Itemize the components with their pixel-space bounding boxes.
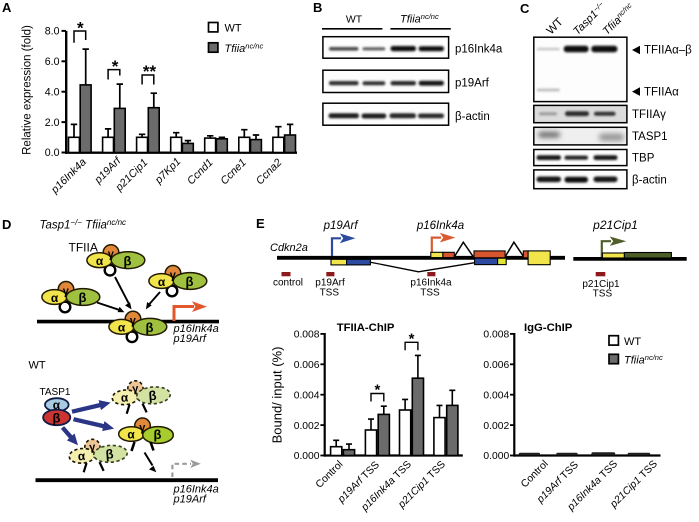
svg-text:p19Arf: p19Arf <box>323 220 360 232</box>
svg-text:TFIIAα: TFIIAα <box>644 86 679 98</box>
svg-text:TFIIA-ChIP: TFIIA-ChIP <box>337 322 395 334</box>
svg-text:TBP: TBP <box>632 153 655 165</box>
svg-text:α: α <box>53 398 61 412</box>
svg-text:p16Ink4a: p16Ink4a <box>455 44 503 56</box>
svg-text:6.0: 6.0 <box>45 56 60 68</box>
svg-text:TSS: TSS <box>320 288 340 299</box>
svg-text:TSS: TSS <box>593 289 613 300</box>
svg-text:0.000: 0.000 <box>483 451 509 462</box>
svg-text:8.0: 8.0 <box>45 26 60 38</box>
svg-text:p16Ink4a: p16Ink4a <box>410 278 452 289</box>
svg-text:β: β <box>53 410 61 425</box>
svg-text:*: * <box>112 57 119 76</box>
svg-text:2.0: 2.0 <box>45 117 60 129</box>
svg-text:Cdkn2a: Cdkn2a <box>270 242 308 254</box>
svg-text:TFIIAα–β: TFIIAα–β <box>644 45 692 57</box>
svg-text:p19Arf: p19Arf <box>173 493 207 505</box>
svg-text:WT: WT <box>346 14 363 26</box>
svg-text:Relative expression (fold): Relative expression (fold) <box>22 25 34 155</box>
svg-text:p19Arf: p19Arf <box>455 77 490 89</box>
svg-text:A: A <box>2 0 12 15</box>
svg-text:IgG-ChIP: IgG-ChIP <box>524 322 573 334</box>
svg-text:0.004: 0.004 <box>294 390 320 401</box>
svg-text:0.004: 0.004 <box>483 390 509 401</box>
svg-text:0.002: 0.002 <box>294 421 320 432</box>
svg-text:control: control <box>273 278 303 289</box>
svg-text:**: ** <box>143 62 157 81</box>
svg-text:TSS: TSS <box>420 288 440 299</box>
svg-text:TFIIAγ: TFIIAγ <box>632 109 666 121</box>
svg-text:*: * <box>77 18 84 37</box>
svg-text:p21Cip1: p21Cip1 <box>582 279 620 290</box>
svg-text:*: * <box>409 331 415 348</box>
svg-text:0.008: 0.008 <box>294 330 320 341</box>
svg-text:p19Arf: p19Arf <box>315 278 345 289</box>
svg-text:0.002: 0.002 <box>483 421 509 432</box>
svg-text:E: E <box>256 216 265 231</box>
svg-text:TASP1: TASP1 <box>40 387 71 398</box>
svg-text:C: C <box>520 1 530 16</box>
svg-text:Bound/ input (%): Bound/ input (%) <box>270 347 285 444</box>
svg-text:0.0: 0.0 <box>45 147 60 159</box>
svg-text:D: D <box>2 217 11 232</box>
svg-text:WT: WT <box>225 23 242 35</box>
svg-text:*: * <box>374 382 380 399</box>
svg-text:p16Ink4a: p16Ink4a <box>173 323 219 335</box>
svg-text:WT: WT <box>29 360 46 372</box>
svg-text:TASP1: TASP1 <box>632 131 668 143</box>
svg-text:TFIIA: TFIIA <box>69 241 98 255</box>
svg-text:p16Ink4a: p16Ink4a <box>173 484 219 496</box>
svg-text:p19Arf: p19Arf <box>173 333 207 345</box>
svg-text:0.000: 0.000 <box>294 451 320 462</box>
svg-text:β-actin: β-actin <box>632 174 667 186</box>
svg-text:4.0: 4.0 <box>45 86 60 98</box>
svg-text:p21Cip1: p21Cip1 <box>592 218 638 232</box>
svg-text:p16Ink4a: p16Ink4a <box>416 220 464 232</box>
svg-text:0.006: 0.006 <box>294 360 320 371</box>
svg-text:0.008: 0.008 <box>483 330 509 341</box>
svg-text:0.006: 0.006 <box>483 360 509 371</box>
svg-text:WT: WT <box>624 336 641 348</box>
svg-text:B: B <box>313 0 322 15</box>
svg-text:Tasp1−/− Tfiianc/nc: Tasp1−/− Tfiianc/nc <box>40 218 127 231</box>
svg-text:β-actin: β-actin <box>455 111 490 123</box>
